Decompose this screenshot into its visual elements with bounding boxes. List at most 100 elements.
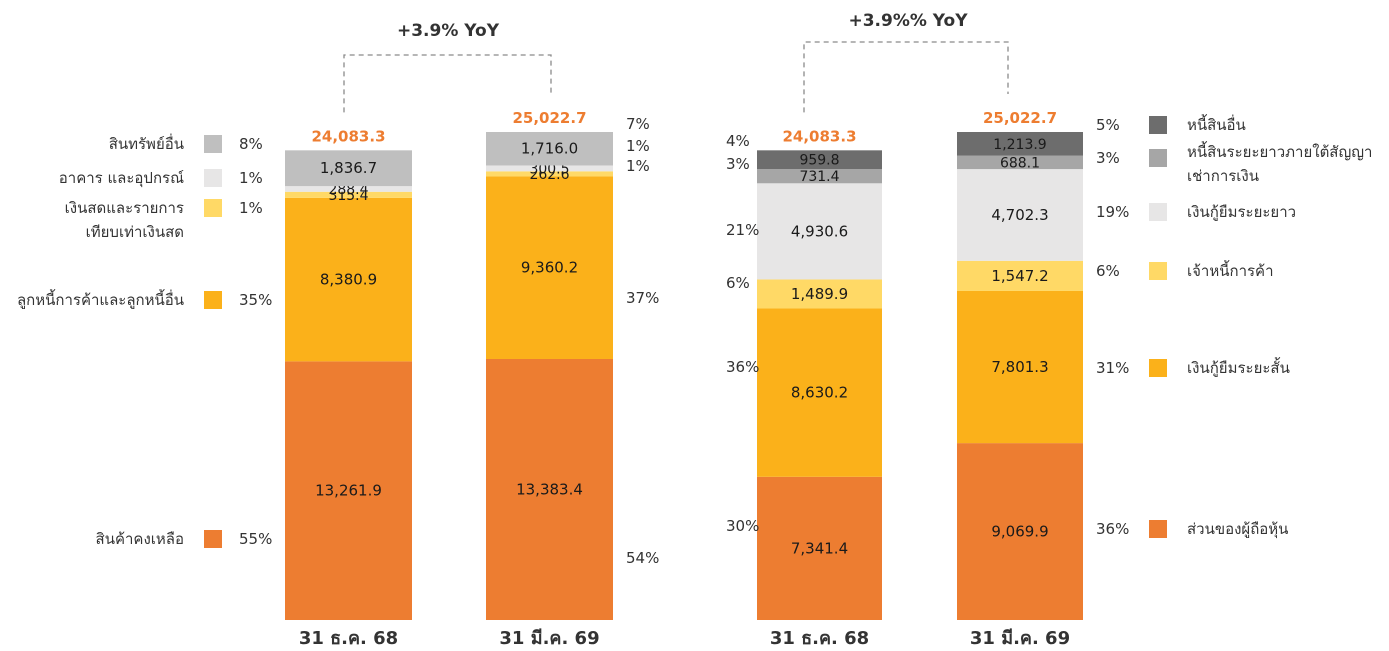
percent-label: 1% [626,157,650,175]
percent-label: 4% [726,132,750,150]
percent-label: 55% [239,530,272,548]
legend-label: ลูกหนี้การค้าและลูกหนี้อื่น [17,289,184,309]
bar-segment [757,476,882,620]
chart-title: +3.9%% YoY [848,11,968,31]
percent-label: 36% [726,358,759,376]
data-label: 7,801.3 [991,358,1048,376]
data-label: 9,360.2 [521,259,578,277]
legend-label-line: หนี้สินระยะยาวภายใต้สัญญา [1187,141,1372,161]
percent-label: 35% [239,291,272,309]
data-label: 7,341.4 [791,539,848,557]
data-label: 13,261.9 [315,482,382,500]
data-label: 1,716.0 [521,140,578,158]
percent-label: 37% [626,289,659,307]
legend-swatch [1149,520,1167,538]
percent-label: 6% [1096,262,1120,280]
data-label: 4,930.6 [791,222,848,240]
legend-swatch [1149,149,1167,167]
percent-label: 5% [1096,116,1120,134]
legend-swatch [1149,203,1167,221]
legend-label: ส่วนของผู้ถือหุ้น [1187,520,1288,539]
percent-label: 7% [626,115,650,133]
bar-segment [285,361,412,620]
legend-label: สินค้าคงเหลือ [96,530,184,548]
yoy-bracket [803,41,1009,113]
total-label: 24,083.3 [311,127,385,145]
bar-segment [486,176,613,359]
percent-label: 6% [726,274,750,292]
data-label: 1,547.2 [991,267,1048,285]
percent-label: 31% [1096,359,1129,377]
category-label: 31 ธ.ค. 68 [770,628,869,647]
bar-segment [957,155,1083,170]
legend-swatch [204,199,222,217]
bar-segment [486,171,613,177]
bar-segment [486,132,613,166]
legend-label: เงินกู้ยืมระยะสั้น [1187,357,1290,377]
bar-segment [957,443,1083,620]
legend-swatch [204,135,222,153]
legend-label: หนี้สินระยะยาวภายใต้สัญญาเช่าการเงิน [1187,141,1372,185]
legend-label-line: เทียบเท่าเงินสด [86,223,184,241]
legend-label: อาคาร และอุปกรณ์ [59,169,184,188]
data-label: 1,489.9 [791,285,848,303]
bar-segment [957,290,1083,444]
bar-segment [757,150,882,170]
data-label: 13,383.4 [516,480,583,498]
percent-label: 21% [726,221,759,239]
data-label: 8,380.9 [320,271,377,289]
percent-label: 36% [1096,520,1129,538]
legend-swatch [204,169,222,187]
legend-label: หนี้สินอื่น [1187,114,1246,134]
data-label: 4,702.3 [991,206,1048,224]
percent-label: 1% [239,199,263,217]
bar-segment [486,165,613,172]
bar-segment [285,150,412,187]
data-label: 959.8 [799,153,839,169]
bar-segment [757,279,882,309]
total-label: 24,083.3 [782,127,856,145]
chart-title: +3.9% YoY [397,21,500,41]
legend-label-line: เช่าการเงิน [1187,167,1259,185]
bar-segment [957,260,1083,291]
data-label: 9,069.9 [991,523,1048,541]
legend-swatch [204,530,222,548]
bar-segment [285,197,412,362]
data-label: 8,630.2 [791,384,848,402]
percent-label: 3% [1096,149,1120,167]
percent-label: 54% [626,549,659,567]
total-label: 25,022.7 [983,109,1057,127]
percent-label: 30% [726,517,759,535]
legend-swatch [204,291,222,309]
legend-swatch [1149,262,1167,280]
bar-segment [285,191,412,198]
legend-swatch [1149,359,1167,377]
legend-swatch [1149,116,1167,134]
bar-segment [757,308,882,477]
legend-label: สินทรัพย์อื่น [109,133,184,153]
data-label: 315.4 [328,188,368,204]
data-label: 731.4 [799,169,839,185]
legend-label-line: เงินสดและรายการ [65,199,184,217]
bar-segment [757,169,882,184]
legend-label: เจ้าหนี้การค้า [1187,260,1274,280]
bar-segment [757,183,882,280]
legend-label: เงินกู้ยืมระยะยาว [1187,203,1296,221]
percent-label: 8% [239,135,263,153]
bar-segment [957,132,1083,156]
bar-segment [486,358,613,620]
legend-label: เงินสดและรายการเทียบเท่าเงินสด [65,199,184,241]
data-label: 1,213.9 [993,137,1046,153]
bar-segment [957,169,1083,261]
category-label: 31 มี.ค. 69 [970,628,1070,647]
percent-label: 1% [239,169,263,187]
category-label: 31 ธ.ค. 68 [299,628,398,647]
yoy-bracket [343,54,552,113]
category-label: 31 มี.ค. 69 [499,628,599,647]
percent-label: 1% [626,137,650,155]
bar-segment [285,186,412,192]
percent-label: 3% [726,155,750,173]
percent-label: 19% [1096,203,1129,221]
